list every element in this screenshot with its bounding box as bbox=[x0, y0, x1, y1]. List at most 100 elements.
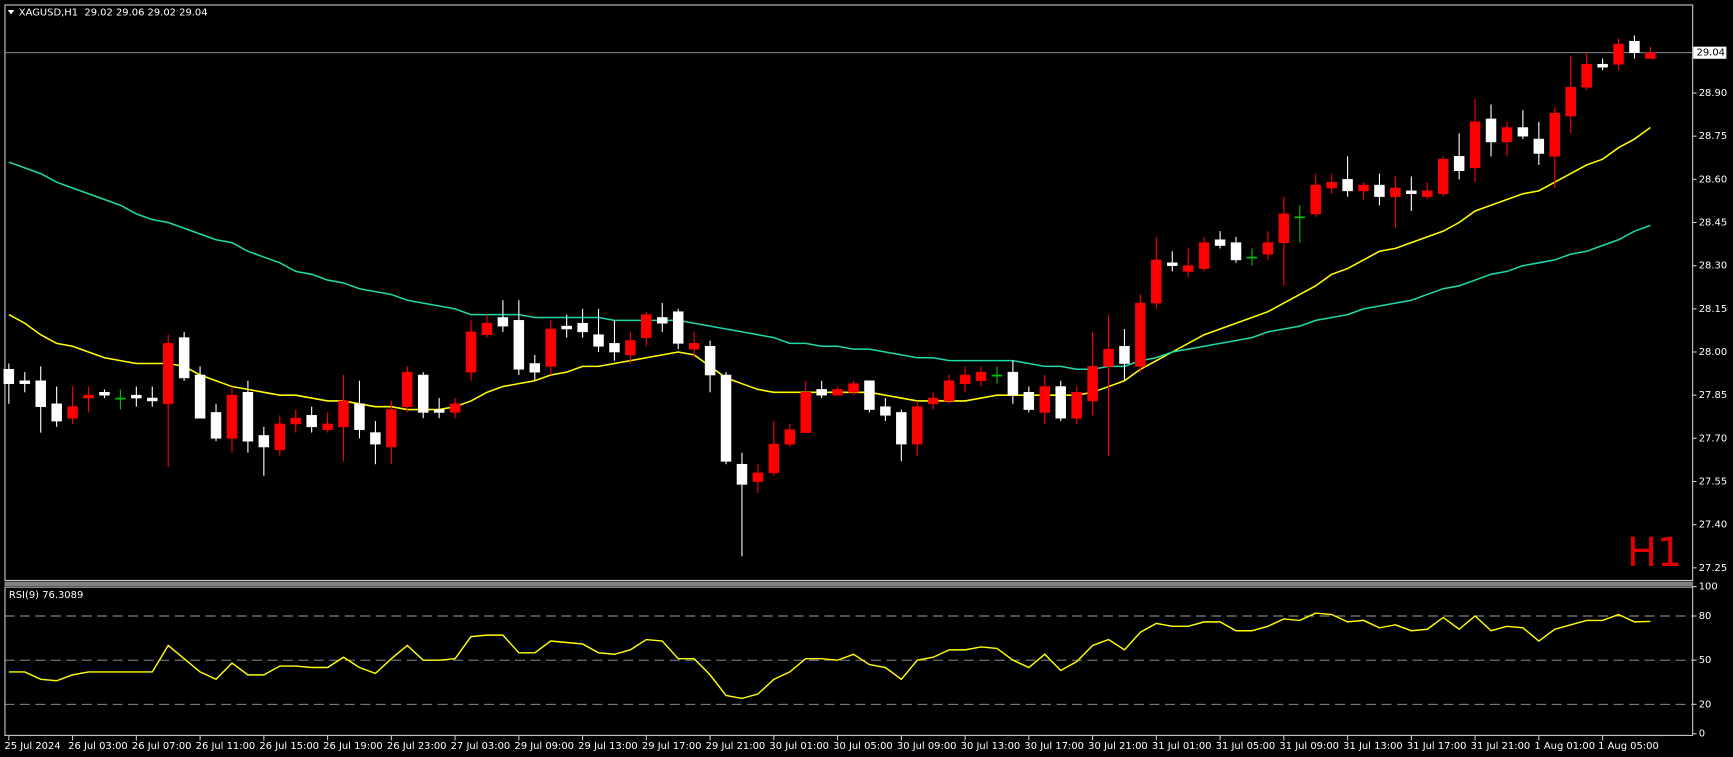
candle-body bbox=[1246, 256, 1258, 259]
candle-body bbox=[577, 322, 588, 333]
candle-body bbox=[896, 412, 907, 445]
candle-body bbox=[657, 317, 668, 324]
y-tick-label: 27.70 bbox=[1699, 433, 1727, 444]
y-tick-label: 100 bbox=[1699, 582, 1718, 593]
candle-body bbox=[481, 322, 493, 336]
candle-body bbox=[258, 435, 270, 448]
candle-body bbox=[1326, 181, 1337, 189]
candle-body bbox=[83, 394, 94, 399]
candle-body bbox=[386, 409, 397, 448]
candle-body bbox=[1549, 112, 1561, 157]
candle-body bbox=[226, 394, 238, 439]
x-tick-label: 29 Jul 09:00 bbox=[514, 741, 574, 752]
x-tick-label: 30 Jul 05:00 bbox=[833, 741, 893, 752]
candle-body bbox=[784, 429, 796, 445]
candle-body bbox=[1533, 138, 1545, 154]
candle-body bbox=[704, 345, 716, 376]
rsi-title: RSI(9) 76.3089 bbox=[9, 590, 83, 601]
candle-body bbox=[1597, 63, 1608, 68]
moving-average bbox=[8, 126, 1651, 411]
candle-body bbox=[1358, 184, 1369, 192]
candle-body bbox=[975, 371, 987, 382]
y-tick-label: 0 bbox=[1699, 729, 1705, 740]
candle-body bbox=[1406, 190, 1417, 195]
candle-body bbox=[1135, 302, 1146, 367]
y-tick-label: 27.25 bbox=[1699, 563, 1727, 574]
candle-body bbox=[3, 368, 15, 384]
candle-body bbox=[449, 403, 461, 413]
candle-body bbox=[210, 412, 222, 439]
x-tick-label: 1 Aug 05:00 bbox=[1598, 741, 1659, 752]
x-tick-label: 30 Jul 17:00 bbox=[1024, 741, 1084, 752]
y-tick-label: 50 bbox=[1699, 655, 1712, 666]
candle-body bbox=[35, 380, 46, 407]
x-tick-label: 26 Jul 11:00 bbox=[196, 741, 256, 752]
y-tick-label: 80 bbox=[1699, 611, 1712, 622]
candle-body bbox=[529, 363, 541, 373]
candle-body bbox=[67, 406, 78, 419]
panel-separator bbox=[4, 581, 1694, 587]
y-tick-label: 27.40 bbox=[1699, 520, 1727, 531]
candle-body bbox=[433, 409, 445, 413]
candle-body bbox=[178, 337, 190, 379]
x-tick-label: 26 Jul 03:00 bbox=[68, 741, 128, 752]
candle-body bbox=[1517, 127, 1529, 137]
candle-body bbox=[465, 331, 477, 373]
candle-body bbox=[131, 394, 142, 399]
candle-body bbox=[609, 343, 620, 353]
candle-body bbox=[1087, 366, 1098, 402]
candle-body bbox=[1230, 242, 1242, 261]
y-tick-label: 28.45 bbox=[1699, 218, 1727, 229]
y-tick-label: 28.60 bbox=[1699, 174, 1727, 185]
candle-body bbox=[99, 392, 110, 396]
moving-average bbox=[8, 161, 1651, 371]
candle-body bbox=[402, 371, 413, 407]
candle-body bbox=[1469, 121, 1481, 169]
candle-body bbox=[1501, 127, 1513, 143]
x-tick-label: 30 Jul 09:00 bbox=[897, 741, 957, 752]
x-tick-label: 31 Jul 09:00 bbox=[1279, 741, 1339, 752]
y-tick-label: 28.75 bbox=[1699, 131, 1727, 142]
candle-body bbox=[768, 443, 780, 474]
y-tick-label: 20 bbox=[1699, 699, 1712, 710]
candle-body bbox=[354, 403, 365, 430]
candle-body bbox=[1214, 239, 1226, 246]
candle-body bbox=[1007, 371, 1019, 396]
timeframe-annotation: H1 bbox=[1627, 530, 1682, 576]
candle-body bbox=[1182, 265, 1194, 272]
candle-body bbox=[1119, 345, 1130, 364]
plot-layer: 28.90 28.75 28.60 28.45 28.30 28.15 28.00 27.85… bbox=[3, 35, 1727, 752]
last-price-label: 29.04 bbox=[1697, 48, 1725, 59]
candle-body bbox=[545, 328, 556, 367]
candle-body bbox=[51, 403, 62, 422]
candle-body bbox=[1262, 242, 1274, 255]
candle-body bbox=[1103, 348, 1114, 367]
x-tick-label: 31 Jul 05:00 bbox=[1216, 741, 1276, 752]
x-tick-label: 29 Jul 13:00 bbox=[578, 741, 638, 752]
candle-body bbox=[1629, 40, 1640, 54]
candle-body bbox=[115, 397, 126, 400]
candle-body bbox=[274, 423, 286, 451]
candle-body bbox=[162, 343, 174, 405]
candle-body bbox=[1310, 184, 1321, 215]
candle-body bbox=[1485, 118, 1497, 143]
x-tick-label: 29 Jul 21:00 bbox=[706, 741, 766, 752]
x-tick-label: 31 Jul 13:00 bbox=[1343, 741, 1403, 752]
candle-body bbox=[1198, 242, 1210, 269]
candle-body bbox=[752, 472, 764, 482]
candle-body bbox=[736, 463, 748, 485]
x-tick-label: 31 Jul 01:00 bbox=[1152, 741, 1212, 752]
title-dropdown-icon[interactable] bbox=[7, 9, 15, 15]
candle-body bbox=[497, 317, 509, 327]
candle-body bbox=[417, 374, 429, 413]
x-tick-label: 30 Jul 21:00 bbox=[1088, 741, 1148, 752]
candle-body bbox=[561, 325, 572, 330]
candle-body bbox=[832, 389, 843, 396]
candle-body bbox=[1039, 386, 1051, 413]
y-tick-label: 28.15 bbox=[1699, 304, 1727, 315]
candle-body bbox=[147, 397, 158, 402]
candle-body bbox=[1278, 213, 1290, 243]
candle-body bbox=[943, 380, 955, 402]
